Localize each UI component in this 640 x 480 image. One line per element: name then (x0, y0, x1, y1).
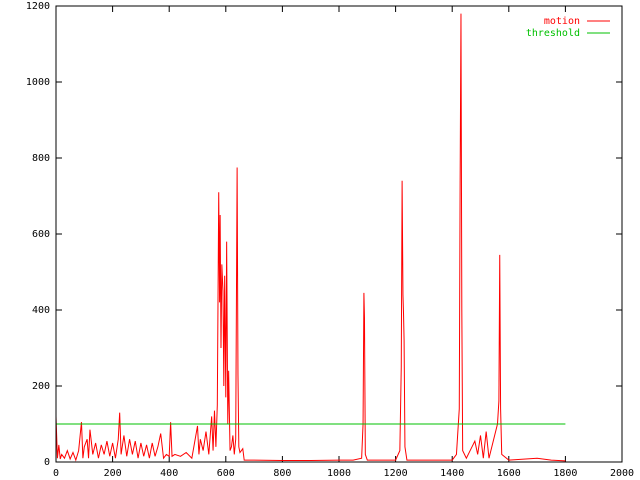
x-tick-label: 1800 (553, 468, 577, 479)
legend-label: threshold (526, 28, 580, 39)
series-line (55, 13, 566, 462)
x-tick-label: 1600 (497, 468, 521, 479)
x-tick-label: 600 (217, 468, 235, 479)
x-tick-label: 200 (104, 468, 122, 479)
y-tick-label: 1200 (26, 1, 50, 12)
y-tick-label: 1000 (26, 77, 50, 88)
plot-border (55, 5, 623, 463)
x-tick-label: 0 (53, 468, 59, 479)
y-tick-label: 800 (32, 153, 50, 164)
y-tick-label: 0 (44, 457, 50, 468)
y-tick-label: 600 (32, 229, 50, 240)
x-tick-label: 1400 (440, 468, 464, 479)
x-tick-label: 400 (160, 468, 178, 479)
y-tick-label: 200 (32, 381, 50, 392)
x-tick-label: 1200 (384, 468, 408, 479)
x-tick-label: 1000 (327, 468, 351, 479)
legend-label: motion (544, 16, 580, 27)
y-tick-label: 400 (32, 305, 50, 316)
x-tick-label: 2000 (610, 468, 634, 479)
x-tick-label: 800 (273, 468, 291, 479)
